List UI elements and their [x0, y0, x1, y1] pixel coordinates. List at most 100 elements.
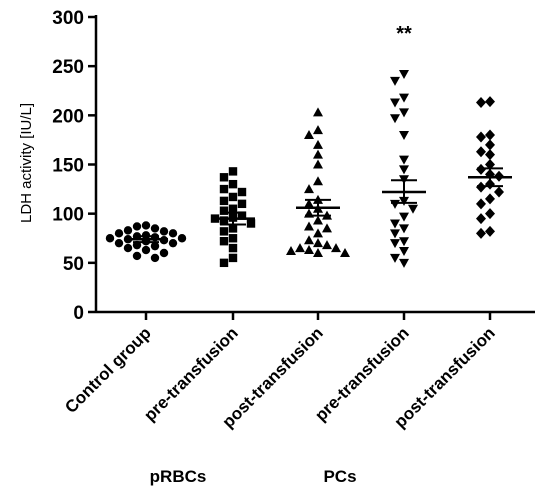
- data-point: [399, 258, 409, 268]
- data-point: [228, 234, 238, 243]
- data-point: [114, 229, 124, 238]
- data-point: [399, 237, 409, 247]
- data-point: [390, 114, 400, 124]
- data-point: [485, 208, 495, 220]
- data-point: [313, 125, 323, 135]
- data-point: [322, 240, 332, 250]
- data-point: [304, 130, 314, 139]
- data-point: [485, 225, 495, 237]
- data-point: [246, 219, 256, 228]
- data-point: [485, 96, 495, 108]
- data-point: [123, 226, 133, 235]
- data-point: [322, 223, 332, 233]
- data-point: [494, 186, 504, 198]
- data-point: [159, 248, 169, 258]
- data-point: [141, 245, 151, 255]
- data-point: [132, 251, 142, 261]
- data-point: [159, 227, 169, 236]
- x-axis: Control grouppre-transfusionpost-transfu…: [61, 310, 535, 432]
- data-point: [476, 146, 486, 158]
- data-point: [399, 108, 409, 118]
- y-tick-label: 250: [52, 57, 84, 78]
- data-point: [304, 235, 314, 245]
- data-point: [390, 76, 400, 86]
- data-point: [219, 173, 229, 182]
- data-point: [219, 184, 229, 194]
- data-point: [304, 184, 314, 194]
- y-axis: 0 50 100 150 200 250 300: [52, 8, 98, 324]
- data-point: [390, 239, 400, 249]
- group-labels: pRBCs PCs: [150, 467, 357, 486]
- data-point: [399, 212, 409, 222]
- data-point: [313, 215, 323, 225]
- data-point: [399, 70, 409, 80]
- data-point: [399, 247, 409, 257]
- data-point: [228, 204, 238, 213]
- data-point: [399, 165, 409, 175]
- data-point: [399, 131, 409, 140]
- data-point: [219, 227, 229, 236]
- data-point: [313, 248, 323, 257]
- data-point: [340, 248, 350, 257]
- data-point: [168, 229, 178, 238]
- data-point: [219, 237, 229, 246]
- group-label: PCs: [323, 467, 356, 486]
- data-point: [228, 179, 238, 189]
- data-point: [123, 243, 133, 253]
- data-point: [132, 222, 142, 231]
- data-point: [295, 243, 305, 253]
- group-label: pRBCs: [150, 467, 207, 486]
- data-point: [313, 159, 323, 169]
- data-point: [331, 243, 341, 253]
- data-point: [476, 198, 486, 210]
- data-point: [286, 246, 296, 256]
- data-points: [105, 70, 504, 268]
- data-point: [313, 107, 323, 117]
- data-point: [304, 198, 314, 208]
- y-tick-label: 150: [52, 156, 84, 177]
- mean-sem-bars: [124, 167, 512, 244]
- data-point: [485, 139, 495, 151]
- data-point: [177, 234, 187, 243]
- data-point: [485, 159, 495, 170]
- x-tick-label: Control group: [61, 323, 155, 417]
- data-point: [390, 199, 400, 209]
- y-tick-label: 50: [63, 254, 84, 275]
- data-point: [150, 241, 160, 251]
- y-tick-label: 0: [73, 303, 84, 324]
- data-point: [399, 93, 409, 103]
- data-point: [476, 213, 486, 225]
- data-point: [105, 234, 115, 243]
- data-point: [228, 192, 238, 202]
- annotations: **: [396, 23, 412, 45]
- data-point: [114, 238, 124, 248]
- data-point: [228, 167, 238, 176]
- data-point: [304, 221, 314, 231]
- data-point: [141, 221, 151, 230]
- x-tick-label: pre-transfusion: [311, 323, 413, 425]
- data-point: [476, 227, 486, 239]
- data-point: [219, 258, 229, 268]
- data-point: [150, 224, 160, 233]
- data-point: [228, 243, 238, 253]
- y-tick-label: 100: [52, 205, 84, 226]
- y-tick-label: 300: [52, 8, 84, 29]
- data-point: [219, 216, 229, 225]
- data-point: [313, 238, 323, 248]
- data-point: [390, 229, 400, 239]
- data-point: [408, 204, 418, 214]
- significance-annotation: **: [396, 23, 412, 45]
- data-point: [150, 253, 160, 263]
- data-point: [313, 149, 323, 159]
- data-point: [485, 129, 495, 141]
- data-point: [476, 97, 486, 109]
- data-point: [219, 206, 229, 215]
- data-point: [390, 253, 400, 263]
- data-point: [237, 211, 247, 220]
- data-point: [313, 228, 323, 238]
- data-point: [399, 155, 409, 165]
- data-point: [168, 238, 178, 248]
- data-point: [390, 219, 400, 229]
- data-point: [228, 253, 238, 263]
